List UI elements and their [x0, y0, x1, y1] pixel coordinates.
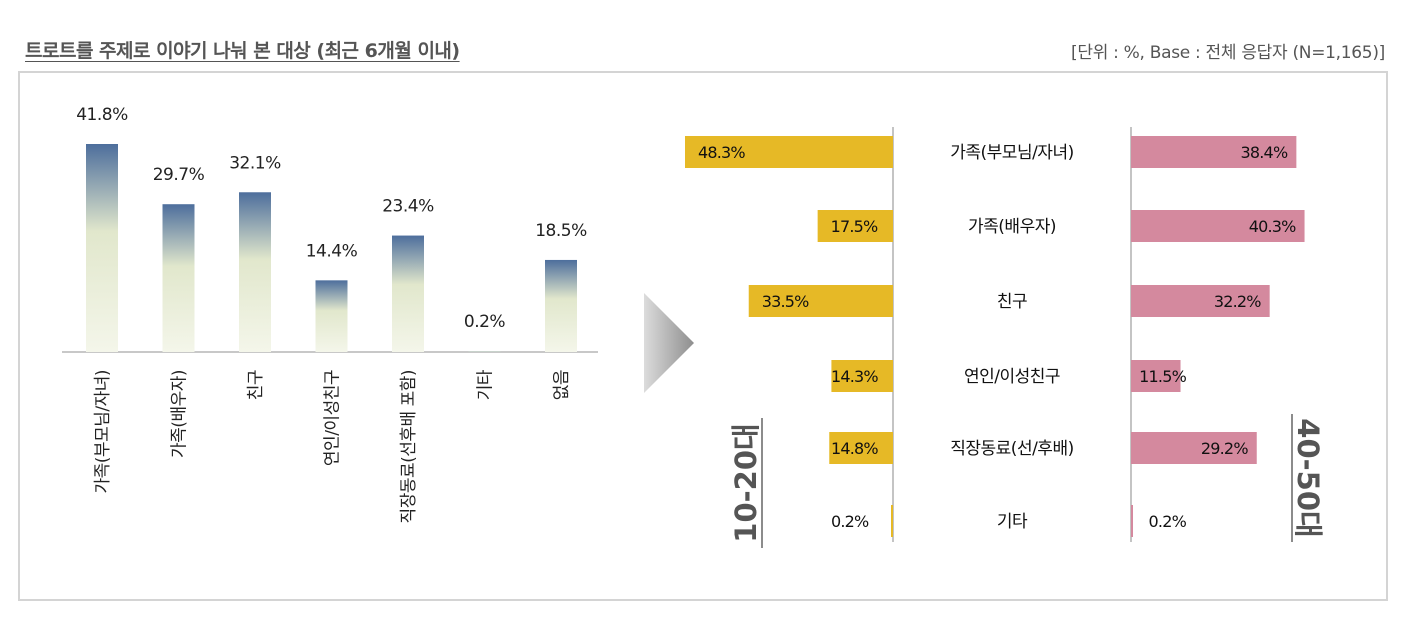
- bar-40-50: [1131, 360, 1181, 392]
- bar-40-50-label: 0.2%: [1149, 512, 1187, 531]
- bar-10-20-label: 33.5%: [762, 292, 809, 311]
- bar-value-label: 14.4%: [306, 241, 358, 261]
- row-category-label: 직장동료(선/후배): [950, 439, 1073, 459]
- series-label-40-50: 40-50대: [1291, 418, 1325, 537]
- bar: [392, 235, 424, 352]
- bar-40-50: [1131, 136, 1297, 168]
- left-bar-chart: 41.8% 가족(부모님/자녀) 29.7% 가족(배우자) 32.1% 친구 14.4% 연…: [62, 105, 598, 523]
- bar-value-label: 0.2%: [464, 312, 506, 332]
- bar-10-20-label: 14.3%: [831, 367, 878, 386]
- bar-10-20: [748, 285, 893, 317]
- bar-10-20: [891, 505, 893, 537]
- bar-10-20-label: 17.5%: [831, 217, 878, 236]
- row-category-label: 가족(배우자): [968, 217, 1056, 237]
- bar-10-20: [829, 432, 893, 464]
- x-category-label: 없음: [552, 370, 572, 400]
- x-category-label: 가족(부모님/자녀): [93, 370, 113, 493]
- x-category-label: 가족(배우자): [170, 370, 190, 458]
- bar-10-20: [831, 360, 893, 392]
- bar-10-20-label: 14.8%: [831, 439, 878, 458]
- bar-10-20: [817, 210, 893, 242]
- bar-10-20: [685, 136, 893, 168]
- bar-40-50: [1131, 432, 1257, 464]
- bar-40-50-label: 11.5%: [1139, 367, 1186, 386]
- series-label-10-20: 10-20대: [729, 423, 763, 542]
- bar: [315, 280, 348, 352]
- bar-40-50: [1131, 210, 1305, 242]
- bar-10-20-label: 0.2%: [831, 512, 869, 531]
- bar-10-20-label: 48.3%: [698, 143, 745, 162]
- bar: [468, 351, 501, 352]
- row-category-label: 연인/이성친구: [964, 367, 1060, 387]
- x-category-label: 기타: [476, 369, 496, 400]
- bar-40-50: [1131, 285, 1270, 317]
- bar-40-50: [1131, 505, 1133, 537]
- bar: [162, 204, 195, 352]
- chart-title: 트로트를 주제로 이야기 나눠 본 대상 (최근 6개월 이내): [25, 40, 460, 62]
- bar: [545, 259, 577, 352]
- bar-value-label: 32.1%: [229, 153, 281, 173]
- x-category-label: 친구: [246, 370, 266, 400]
- right-bar-chart: 가족(부모님/자녀) 48.3% 38.4% 가족(배우자) 17.5% 40.3% 친구 3…: [685, 127, 1325, 548]
- bar-40-50-label: 32.2%: [1214, 292, 1261, 311]
- bar-value-label: 41.8%: [76, 105, 128, 125]
- bar-40-50-label: 29.2%: [1201, 439, 1248, 458]
- bar: [239, 192, 271, 352]
- bar-40-50-label: 38.4%: [1241, 143, 1288, 162]
- bar: [86, 144, 118, 352]
- x-category-label: 직장동료(선후배 포함): [399, 370, 419, 523]
- bar-value-label: 29.7%: [153, 165, 205, 185]
- row-category-label: 가족(부모님/자녀): [950, 143, 1073, 163]
- row-category-label: 친구: [997, 292, 1027, 312]
- bar-value-label: 18.5%: [535, 221, 587, 241]
- x-category-label: 연인/이성친구: [323, 370, 343, 466]
- bar-40-50-label: 40.3%: [1249, 217, 1296, 236]
- unit-note: [단위 : %, Base : 전체 응답자 (N=1,165)]: [1071, 43, 1385, 63]
- arrow-icon: [644, 293, 694, 393]
- row-category-label: 기타: [997, 512, 1028, 532]
- bar-value-label: 23.4%: [382, 197, 434, 217]
